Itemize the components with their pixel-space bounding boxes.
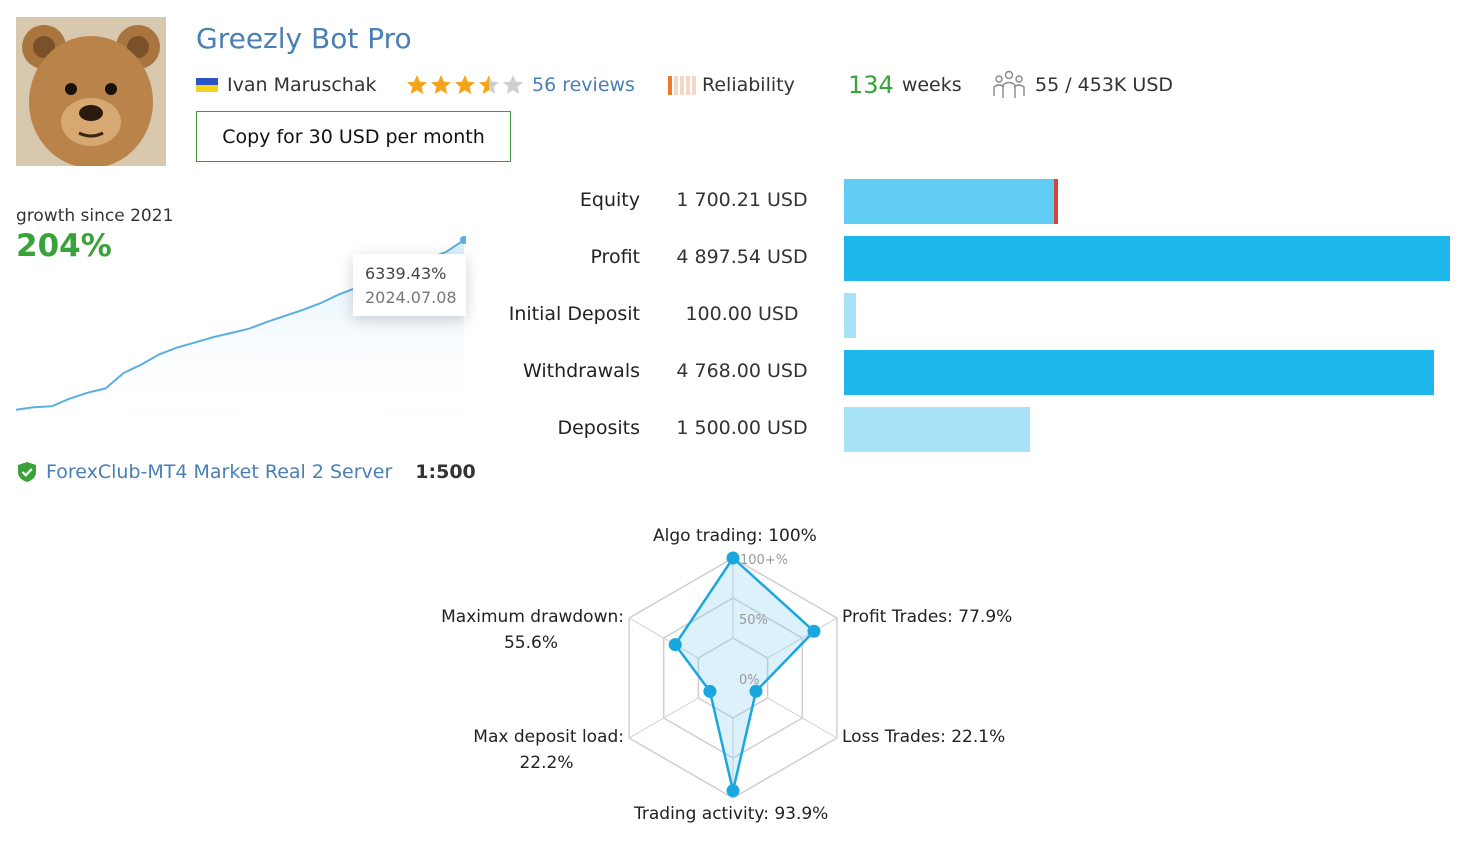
tooltip-value: 6339.43% <box>365 264 447 283</box>
radar-point[interactable] <box>807 624 821 638</box>
weeks-label: weeks <box>901 74 962 96</box>
growth-end-point[interactable] <box>460 236 466 244</box>
chart-tooltip: 6339.43% 2024.07.08 <box>353 254 466 316</box>
stat-value-withdrawals: 4 768.00 USD <box>676 360 808 382</box>
leverage: 1:500 <box>415 461 476 483</box>
radar-grid-spoke <box>767 617 838 659</box>
subscribers-icon <box>993 70 1025 98</box>
stat-value-equity: 1 700.21 USD <box>676 189 808 211</box>
flag-ukraine-icon <box>196 78 218 92</box>
tooltip-date: 2024.07.08 <box>365 288 457 307</box>
radar-label-algo-trading: Algo trading: 100% <box>653 526 817 546</box>
stat-bar-withdrawals <box>844 350 1434 395</box>
subscribers[interactable]: 55 / 453K USD <box>993 70 1174 98</box>
radar-point[interactable] <box>703 684 717 698</box>
radar-label-loss-trades: Loss Trades: 22.1% <box>842 727 1006 747</box>
weeks: 134 weeks <box>848 71 962 99</box>
reviews-link[interactable]: 56 reviews <box>532 74 635 96</box>
stat-bar-initial-deposit <box>844 293 856 338</box>
radar-label-profit-trades: Profit Trades: 77.9% <box>842 607 1013 627</box>
rating-stars <box>406 74 524 96</box>
radar-points <box>668 551 821 798</box>
radar-scale-outer: 100+% <box>740 553 788 568</box>
radar-grid-spoke <box>628 617 699 659</box>
copy-subscribe-button[interactable]: Copy for 30 USD per month <box>196 111 511 162</box>
radar-label-max-drawdown: Maximum drawdown: <box>441 607 624 627</box>
stat-label-initial-deposit: Initial Deposit <box>508 303 640 325</box>
weeks-count: 134 <box>848 71 894 99</box>
radar-chart[interactable]: 100+% 50% 0% <box>600 540 870 810</box>
stat-label-profit: Profit <box>590 246 640 268</box>
radar-label-max-drawdown-value: 55.6% <box>503 633 558 653</box>
server-row: ForexClub-MT4 Market Real 2 Server 1:500 <box>16 460 476 484</box>
radar-scale-inner: 0% <box>739 673 760 688</box>
stat-value-initial-deposit: 100.00 USD <box>685 303 799 325</box>
author-name[interactable]: Ivan Maruschak <box>227 74 377 96</box>
reliability[interactable]: Reliability <box>668 72 795 98</box>
stat-bar-equity <box>844 179 1054 224</box>
radar-grid-spoke <box>767 697 838 739</box>
radar-grid-spoke <box>628 697 699 739</box>
radar-label-max-deposit-load: Max deposit load: <box>473 727 624 747</box>
reliability-bars-icon <box>668 75 696 95</box>
stat-label-deposits: Deposits <box>557 417 640 439</box>
radar-grid <box>628 557 838 799</box>
radar-label-trading-activity: Trading activity: 93.9% <box>634 804 829 824</box>
subscribers-value: 55 / 453K USD <box>1035 74 1174 96</box>
equity-marker <box>1054 179 1058 224</box>
server-link[interactable]: ForexClub-MT4 Market Real 2 Server <box>46 461 393 483</box>
radar-scale-mid: 50% <box>739 613 768 628</box>
verified-shield-icon <box>18 462 36 482</box>
growth-value: 204% <box>16 228 112 264</box>
star-icon <box>407 75 523 94</box>
page-title[interactable]: Greezly Bot Pro <box>196 22 412 55</box>
author[interactable]: Ivan Maruschak <box>196 72 377 98</box>
reliability-label: Reliability <box>702 74 795 96</box>
stat-value-profit: 4 897.54 USD <box>676 246 808 268</box>
radar-label-max-deposit-load-value: 22.2% <box>519 753 574 773</box>
stat-label-equity: Equity <box>579 189 640 211</box>
rating[interactable]: 56 reviews <box>406 72 635 98</box>
radar-point[interactable] <box>668 638 682 652</box>
teddy-bear-avatar-icon <box>16 17 166 166</box>
stat-value-deposits: 1 500.00 USD <box>676 417 808 439</box>
growth-label: growth since 2021 <box>16 206 174 226</box>
stat-bar-profit <box>844 236 1450 281</box>
stat-bar-deposits <box>844 407 1030 452</box>
stat-label-withdrawals: Withdrawals <box>522 360 640 382</box>
radar-point[interactable] <box>749 684 763 698</box>
radar-point[interactable] <box>726 551 740 565</box>
radar-point[interactable] <box>726 784 740 798</box>
avatar[interactable] <box>16 17 166 166</box>
